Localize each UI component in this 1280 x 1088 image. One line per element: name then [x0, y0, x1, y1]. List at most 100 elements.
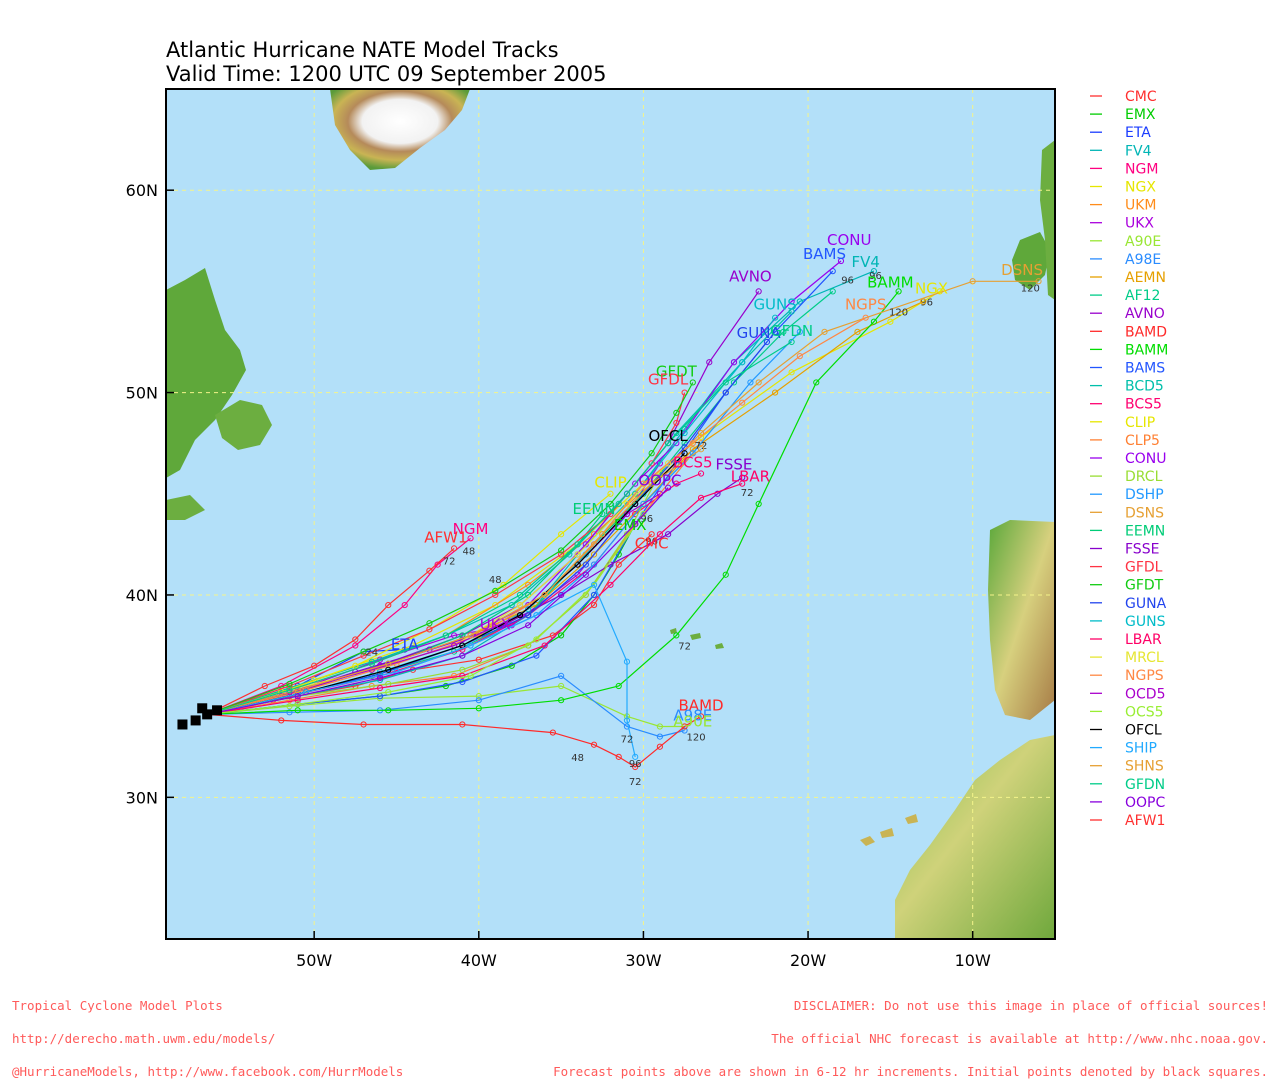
forecast-point: [632, 480, 639, 487]
forecast-point: [697, 713, 705, 720]
forecast-point: [615, 561, 622, 568]
forecast-point: [665, 531, 672, 538]
forecast-point: [607, 490, 614, 497]
forecast-point: [360, 648, 367, 655]
forecast-point: [360, 652, 367, 659]
forecast-point: [615, 500, 622, 507]
track-line: [207, 341, 792, 715]
legend-entry: CONU: [1090, 451, 1167, 467]
forecast-point: [739, 480, 746, 487]
forecast-point: [385, 660, 392, 667]
legend-label: GFDT: [1125, 578, 1164, 594]
forecast-point: [722, 379, 729, 386]
legend-label: GUNS: [1125, 614, 1166, 630]
model-name-label: BCS5: [673, 453, 713, 471]
forecast-point: [558, 591, 565, 599]
track-line: [207, 483, 743, 715]
forecast-point: [475, 656, 482, 663]
legend-label: GFDN: [1125, 777, 1165, 793]
legend-entry: BAMM: [1090, 342, 1168, 358]
legend-entry: UKM: [1090, 198, 1157, 214]
forecast-point: [772, 314, 779, 321]
forecast-point: [895, 288, 902, 295]
forecast-point: [442, 632, 449, 639]
legend-label: SHNS: [1125, 759, 1164, 775]
forecast-point: [615, 682, 622, 690]
forecast-point: [459, 721, 466, 728]
forecast-point: [385, 688, 392, 696]
forecast-point: [615, 753, 622, 760]
legend-label: LBAR: [1125, 632, 1162, 648]
initial-square: [177, 719, 188, 730]
track-line: [207, 452, 694, 715]
forecast-point: [697, 440, 705, 447]
forecast-point: [1035, 278, 1042, 285]
footer-right-line: DISCLAIMER: Do not use this image in pla…: [793, 998, 1268, 1013]
forecast-point: [582, 571, 589, 578]
forecast-point: [681, 723, 688, 730]
legend-entry: ETA: [1090, 125, 1151, 141]
forecast-point: [689, 440, 696, 447]
forecast-point: [673, 480, 680, 487]
forecast-point: [796, 328, 803, 335]
model-name-label: ETA: [391, 636, 419, 654]
legend-label: EEMN: [1125, 523, 1165, 539]
forecast-point: [360, 721, 367, 728]
forecast-point: [558, 697, 565, 704]
iberia: [988, 520, 1055, 720]
forecast-point: [286, 686, 293, 694]
legend-entry: GFDN: [1090, 777, 1165, 793]
hour-label: 72: [629, 777, 642, 788]
legend-label: GFDL: [1125, 560, 1163, 576]
model-name-label: GFDN: [770, 322, 813, 340]
model-name-label: CMC: [635, 534, 669, 552]
track-gfdt: [206, 379, 696, 715]
legend-label: A98E: [1125, 252, 1161, 268]
forecast-point: [590, 561, 598, 568]
model-name-label: NGPS: [845, 296, 886, 314]
forecast-point: [788, 298, 795, 305]
forecast-point: [590, 741, 598, 748]
model-name-label: AVNO: [729, 267, 772, 285]
forecast-point: [525, 622, 532, 629]
legend-entry: CLIP: [1090, 415, 1155, 431]
forecast-point: [475, 697, 482, 704]
forecast-point: [862, 314, 869, 321]
track-line: [207, 487, 669, 715]
hour-label: 120: [687, 733, 706, 744]
model-name-label: GFDL: [648, 370, 689, 388]
forecast-point: [558, 632, 565, 639]
forecast-point: [541, 642, 548, 649]
forecast-point: [632, 763, 639, 771]
model-name-label: GFDT: [656, 362, 698, 380]
forecast-point: [722, 571, 729, 578]
legend-entry: NGX: [1090, 180, 1156, 196]
forecast-point: [459, 672, 466, 680]
forecast-point: [590, 601, 598, 609]
forecast-point: [368, 672, 375, 680]
model-name-label: CLIP: [594, 474, 626, 492]
legend-label: BCD5: [1125, 379, 1164, 395]
forecast-point: [492, 587, 499, 595]
x-tick-label: 50W: [296, 951, 332, 970]
legend-entry: BCS5: [1090, 397, 1162, 413]
legend-entry: GUNA: [1090, 596, 1167, 612]
forecast-point: [673, 429, 680, 437]
forecast-point: [697, 470, 705, 477]
forecast-point: [558, 547, 565, 554]
legend-entry: AF12: [1090, 288, 1160, 304]
forecast-point: [763, 338, 770, 346]
forecast-point: [286, 703, 293, 710]
forecast-point: [385, 707, 392, 714]
britain: [1040, 140, 1055, 300]
forecast-point: [442, 682, 449, 690]
legend-entry: FSSE: [1090, 542, 1159, 558]
y-tick-label: 30N: [126, 788, 158, 807]
forecast-point: [278, 717, 285, 724]
legend-label: CMC: [1125, 89, 1157, 105]
forecast-point: [632, 521, 639, 528]
forecast-point: [796, 298, 803, 305]
legend-label: BAMD: [1125, 324, 1167, 340]
forecast-point: [854, 328, 861, 335]
track-bamd: 48 72 96: [207, 713, 705, 788]
